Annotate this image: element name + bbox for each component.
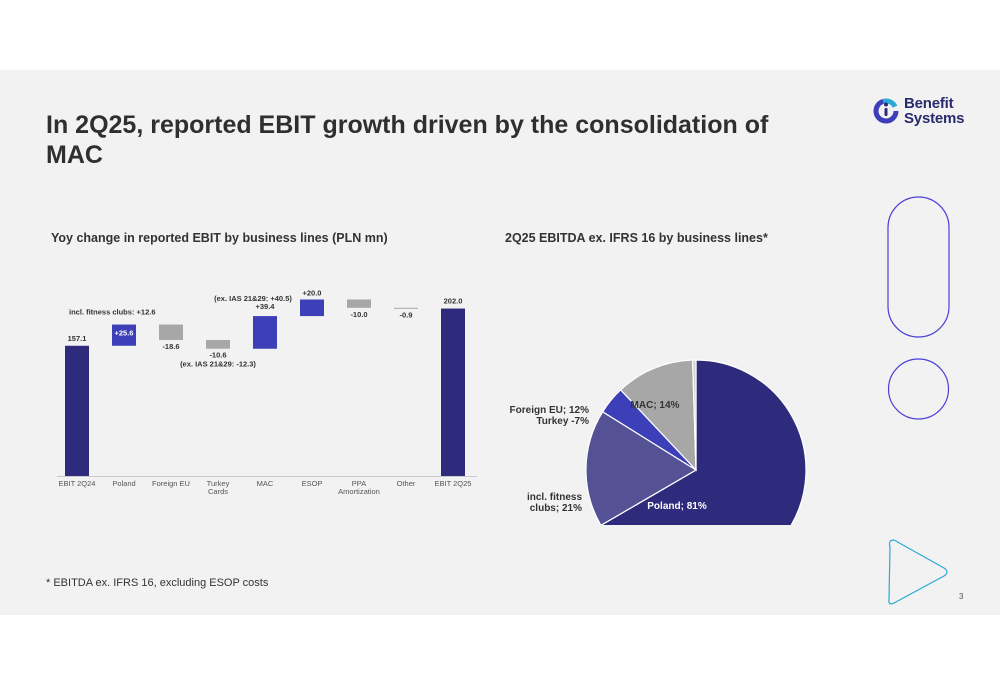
pie-slice-1: [585, 410, 698, 525]
waterfall-category-label: Foreign EU: [152, 479, 190, 488]
pie-slice-3: [619, 359, 697, 472]
waterfall-value-label: 202.0: [444, 297, 463, 306]
waterfall-category-label: EBIT 2Q25: [435, 479, 472, 488]
slide: In 2Q25, reported EBIT growth driven by …: [0, 70, 1000, 615]
waterfall-category-label: Amortization: [338, 487, 380, 496]
waterfall-bar-3: [206, 339, 230, 349]
pie-chart-title: 2Q25 EBITDA ex. IFRS 16 by business line…: [505, 231, 768, 245]
waterfall-bar-5: [300, 299, 324, 317]
waterfall-bar-7: [394, 307, 418, 309]
waterfall-value-label: -10.0: [350, 310, 367, 319]
waterfall-category-label: Poland: [112, 479, 135, 488]
pie-slice-0: [600, 359, 807, 525]
waterfall-value-label: +39.4: [256, 302, 276, 311]
waterfall-value-label: +25.6: [115, 329, 134, 338]
waterfall-bar-0: [65, 345, 89, 476]
waterfall-value-label: 157.1: [68, 334, 87, 343]
pie-label-fitness-clubs: clubs; 21%: [530, 503, 582, 514]
pie-label-foreign-eu: Foreign EU; 12%: [510, 405, 590, 416]
waterfall-value-label: -18.6: [162, 342, 179, 351]
waterfall-category-label: ESOP: [302, 479, 323, 488]
waterfall-chart-title: Yoy change in reported EBIT by business …: [51, 231, 388, 245]
waterfall-bar-4: [253, 316, 277, 349]
decorative-circle-shape: [887, 358, 950, 420]
waterfall-bar-2: [159, 324, 183, 340]
logo-line-1: Benefit: [904, 95, 954, 112]
waterfall-value-label: -0.9: [400, 311, 413, 320]
pie-label-mac: MAC; 14%: [631, 400, 680, 411]
waterfall-value-label: +20.0: [303, 289, 322, 298]
waterfall-category-label: Turkey: [207, 479, 230, 488]
decorative-shapes: [887, 196, 950, 605]
logo-line-2: Systems: [904, 110, 965, 127]
annotation-turkey: (ex. IAS 21&29: -12.3): [180, 360, 256, 369]
slide-title: In 2Q25, reported EBIT growth driven by …: [46, 111, 769, 169]
benefit-systems-logo-icon: [873, 98, 899, 124]
waterfall-category-label: PPA: [352, 479, 366, 488]
waterfall-bar-1: [112, 324, 136, 346]
waterfall-category-label: EBIT 2Q24: [59, 479, 96, 488]
annotation-poland: incl. fitness clubs: +12.6: [69, 308, 156, 317]
pie-label-fitness-clubs: incl. fitness: [527, 492, 582, 503]
waterfall-value-label: -10.6: [209, 351, 226, 360]
waterfall-category-label: Other: [397, 479, 416, 488]
company-logo: Benefit Systems: [872, 94, 982, 130]
page-number: 3: [959, 592, 964, 601]
decorative-pill-shape: [887, 196, 950, 338]
waterfall-bar-8: [441, 308, 465, 476]
annotation-mac: (ex. IAS 21&29: +40.5): [214, 294, 292, 303]
waterfall-bar-6: [347, 299, 371, 308]
footnote: * EBITDA ex. IFRS 16, excluding ESOP cos…: [46, 577, 269, 589]
pie-label-foreign-eu: Turkey -7%: [536, 416, 589, 427]
waterfall-category-label: Cards: [208, 487, 228, 496]
pie-label-poland: Poland; 81%: [647, 501, 707, 512]
pie-slice-4: [691, 359, 697, 471]
decorative-play-shape: [888, 539, 948, 605]
waterfall-category-label: MAC: [257, 479, 274, 488]
